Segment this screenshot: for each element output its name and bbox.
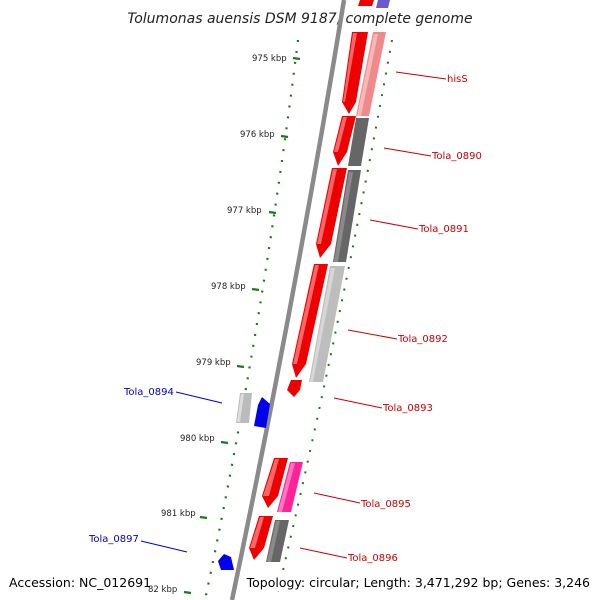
cds-arrow xyxy=(263,459,279,496)
leader-line xyxy=(140,540,188,553)
gc-block xyxy=(278,463,295,512)
cds-arrow xyxy=(249,516,273,560)
gc-track xyxy=(236,32,386,562)
gene-label-tola-0897: Tola_0897 xyxy=(88,534,139,545)
scale-tick xyxy=(183,590,192,595)
cds-arrow xyxy=(218,554,234,570)
scale-label: 981 kbp xyxy=(161,509,196,519)
cds-arrow xyxy=(287,380,302,397)
scale-label: 979 kbp xyxy=(196,358,231,368)
cds-arrow xyxy=(333,116,356,166)
gc-block xyxy=(348,118,369,166)
map-title: Tolumonas auensis DSM 9187, complete gen… xyxy=(127,11,472,27)
gc-block xyxy=(267,521,280,562)
leader-line xyxy=(313,492,361,504)
scale-tick xyxy=(292,56,301,61)
scale-label: 978 kbp xyxy=(211,282,246,292)
scale-label: 980 kbp xyxy=(180,434,215,444)
accession-text: Accession: NC_012691 xyxy=(9,575,151,590)
leader-line xyxy=(347,329,398,340)
gene-label-tola-0890: Tola_0890 xyxy=(431,151,482,162)
cds-arrow xyxy=(358,0,374,6)
gene-label-tola-0896: Tola_0896 xyxy=(347,553,398,564)
cds-arrow xyxy=(342,32,368,114)
cds-arrow xyxy=(292,264,328,378)
scale-ring xyxy=(203,39,300,600)
scale-tick xyxy=(236,364,245,369)
cds-arrow xyxy=(254,397,270,428)
cds-arrow xyxy=(343,33,357,102)
scale-tick xyxy=(251,287,260,292)
gene-label-tola-0891: Tola_0891 xyxy=(418,224,469,235)
scale-label: 975 kbp xyxy=(252,54,287,64)
cds-arrow xyxy=(316,168,347,258)
footer-backdrop-right xyxy=(258,574,594,591)
forward-cds-track xyxy=(249,0,374,560)
gc-block xyxy=(310,268,335,382)
gene-label-tola-0895: Tola_0895 xyxy=(360,499,411,510)
gene-label-tola-0894: Tola_0894 xyxy=(123,387,174,398)
gc-block xyxy=(237,394,244,422)
cds-arrow-reverse xyxy=(376,0,390,8)
cds-arrow xyxy=(250,517,264,548)
scale-label: 976 kbp xyxy=(240,130,275,140)
scale-ticks xyxy=(183,56,301,595)
cds-arrow xyxy=(293,265,319,364)
genome-summary-text: Topology: circular; Length: 3,471,292 bp… xyxy=(246,575,590,590)
cds-arrow xyxy=(334,117,347,152)
scale-label: 977 kbp xyxy=(227,206,262,216)
scale-tick xyxy=(199,515,208,520)
leader-line xyxy=(333,397,383,409)
cds-arrow xyxy=(317,169,337,244)
leader-line xyxy=(383,147,432,157)
genome-backbone xyxy=(229,0,347,600)
label-leaders xyxy=(140,71,447,559)
scale-tick xyxy=(220,440,229,445)
gene-label-tola-0892: Tola_0892 xyxy=(397,334,448,345)
scale-labels: 975 kbp 976 kbp 977 kbp 978 kbp 979 kbp … xyxy=(148,54,287,595)
scale-tick xyxy=(280,134,289,139)
gc-block xyxy=(357,34,378,116)
reverse-cds-track xyxy=(218,397,270,570)
scale-label: 82 kbp xyxy=(148,585,177,595)
gc-block xyxy=(334,172,353,262)
gene-label-hisS: hisS xyxy=(447,74,468,85)
gene-labels: hisS Tola_0890 Tola_0891 Tola_0892 Tola_… xyxy=(88,74,482,564)
leader-line xyxy=(395,71,447,80)
leader-line xyxy=(175,391,223,404)
leader-line xyxy=(299,547,348,559)
leader-line xyxy=(369,219,419,230)
scale-tick xyxy=(268,210,277,215)
gene-label-tola-0893: Tola_0893 xyxy=(382,403,433,414)
footer-backdrop-left xyxy=(6,574,148,591)
